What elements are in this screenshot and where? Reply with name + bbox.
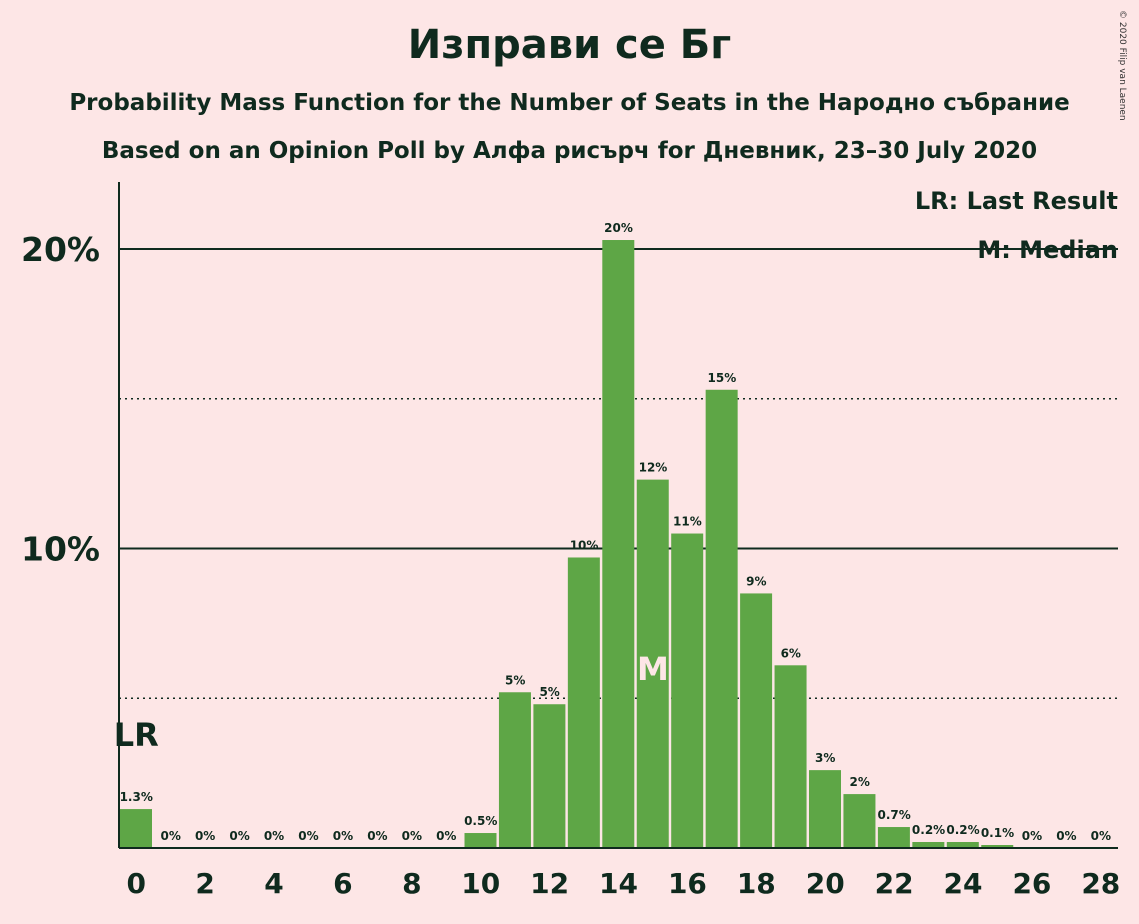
bar-seats-17 xyxy=(705,389,738,848)
data-label-seats-12: 5% xyxy=(539,685,559,699)
data-label-seats-3: 0% xyxy=(229,829,249,843)
bar-seats-14 xyxy=(602,240,635,848)
bar-seats-11 xyxy=(498,692,531,848)
data-label-seats-16: 11% xyxy=(673,515,702,529)
x-tick-label: 18 xyxy=(737,867,776,900)
data-label-seats-7: 0% xyxy=(367,829,387,843)
chart-title: Изправи се Бг xyxy=(407,22,732,68)
x-tick-label: 2 xyxy=(195,867,214,900)
x-tick-label: 28 xyxy=(1081,867,1120,900)
data-label-seats-2: 0% xyxy=(195,829,215,843)
data-label-seats-19: 6% xyxy=(781,646,801,660)
data-label-seats-17: 15% xyxy=(708,371,737,385)
bar-seats-25 xyxy=(981,845,1014,848)
data-label-seats-8: 0% xyxy=(402,829,422,843)
x-tick-label: 24 xyxy=(944,867,983,900)
bar-seats-23 xyxy=(912,842,945,848)
data-label-seats-15: 12% xyxy=(639,461,668,475)
x-tick-label: 14 xyxy=(599,867,638,900)
bar-seats-24 xyxy=(946,842,979,848)
data-label-seats-21: 2% xyxy=(849,775,869,789)
bar-seats-18 xyxy=(740,593,773,848)
data-label-seats-14: 20% xyxy=(604,221,633,235)
bar-seats-13 xyxy=(567,557,600,848)
chart-subtitle: Probability Mass Function for the Number… xyxy=(69,90,1070,116)
x-tick-label: 16 xyxy=(668,867,707,900)
data-label-seats-1: 0% xyxy=(160,829,180,843)
data-label-seats-22: 0.7% xyxy=(877,808,910,822)
x-tick-label: 10 xyxy=(461,867,500,900)
x-tick-label: 26 xyxy=(1012,867,1051,900)
bar-seats-12 xyxy=(533,704,566,848)
bar-seats-22 xyxy=(877,827,910,848)
y-tick-label: 20% xyxy=(21,230,100,269)
bar-seats-19 xyxy=(774,665,807,848)
data-label-seats-0: 1.3% xyxy=(120,790,153,804)
data-labels: 1.3% 0% 0% 0% 0% 0% 0% 0% 0% 0% 0.5% 5% 5% 10% 20% 12% 1… xyxy=(120,221,1111,843)
data-label-seats-6: 0% xyxy=(333,829,353,843)
data-label-seats-10: 0.5% xyxy=(464,814,497,828)
y-tick-label: 10% xyxy=(21,530,100,569)
bar-seats-10 xyxy=(464,833,497,848)
data-label-seats-25: 0.1% xyxy=(981,826,1014,840)
data-label-seats-26: 0% xyxy=(1022,829,1042,843)
legend-median: M: Median xyxy=(977,236,1118,264)
bars xyxy=(120,240,1014,848)
bar-seats-21 xyxy=(843,794,876,848)
x-tick-label: 0 xyxy=(126,867,145,900)
x-tick-label: 22 xyxy=(875,867,914,900)
data-label-seats-18: 9% xyxy=(746,574,766,588)
data-label-seats-4: 0% xyxy=(264,829,284,843)
x-tick-label: 12 xyxy=(530,867,569,900)
data-label-seats-27: 0% xyxy=(1056,829,1076,843)
last-result-marker: LR xyxy=(114,716,159,754)
data-label-seats-13: 10% xyxy=(570,538,599,552)
median-marker: M xyxy=(637,650,669,688)
data-label-seats-24: 0.2% xyxy=(946,823,979,837)
x-tick-label: 4 xyxy=(264,867,283,900)
bar-seats-16 xyxy=(671,533,704,848)
x-tick-labels: 0 2 4 6 8 10 12 14 16 18 20 22 24 26 28 xyxy=(126,867,1120,900)
x-tick-label: 6 xyxy=(333,867,352,900)
legend-last-result: LR: Last Result xyxy=(915,187,1118,215)
bar-seats-0 xyxy=(120,809,152,848)
bar-seats-15 xyxy=(636,479,669,848)
x-tick-label: 20 xyxy=(806,867,845,900)
data-label-seats-5: 0% xyxy=(298,829,318,843)
x-tick-label: 8 xyxy=(402,867,421,900)
bar-seats-20 xyxy=(809,770,841,848)
data-label-seats-9: 0% xyxy=(436,829,456,843)
y-tick-labels: 10% 20% xyxy=(21,230,100,569)
data-label-seats-20: 3% xyxy=(815,751,835,765)
data-label-seats-28: 0% xyxy=(1091,829,1111,843)
data-label-seats-11: 5% xyxy=(505,673,525,687)
data-label-seats-23: 0.2% xyxy=(912,823,945,837)
chart-source-line: Based on an Opinion Poll by Алфа рисърч … xyxy=(101,138,1038,164)
